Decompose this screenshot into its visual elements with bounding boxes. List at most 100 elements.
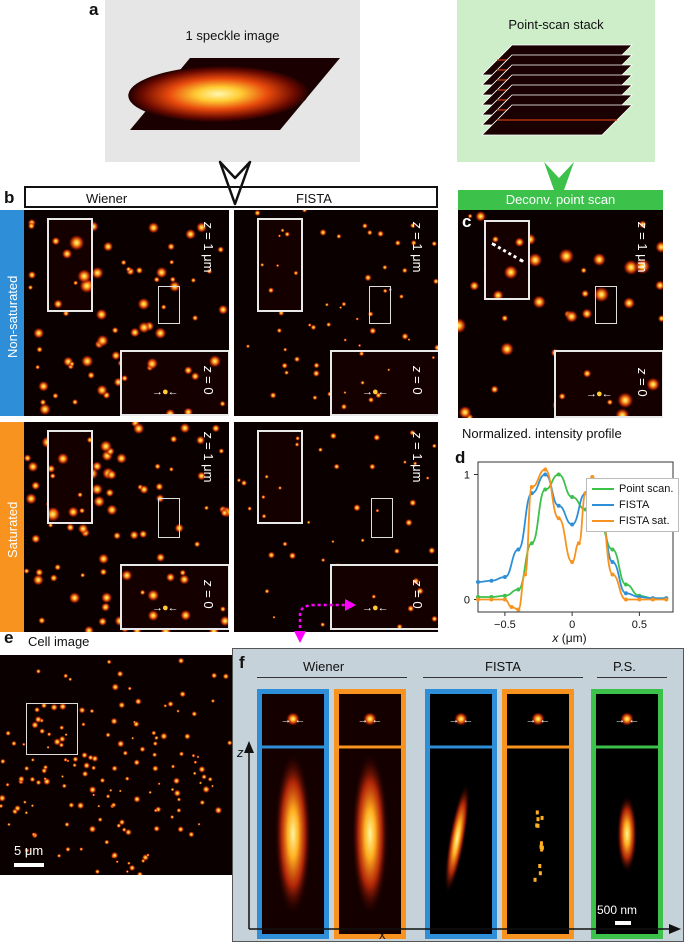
speckle-spot — [277, 234, 282, 238]
speckle-spot — [109, 788, 113, 793]
arrow-pair-icon: → ← — [280, 714, 305, 726]
speckle-spot — [317, 447, 324, 453]
speckle-spot — [312, 369, 320, 378]
speckle-spot — [33, 327, 45, 339]
speckle-spot — [160, 304, 167, 310]
speckle-spot — [61, 248, 73, 260]
roi-box — [26, 703, 78, 755]
speckle-spot — [68, 591, 81, 604]
zoom-inset-z0: →●← — [120, 564, 229, 630]
speckle-spot — [272, 615, 276, 619]
z-label-0: z = 0 — [635, 368, 650, 397]
speckle-spot — [31, 832, 36, 837]
speckle-spot — [190, 277, 197, 284]
speckle-spot — [87, 754, 94, 761]
speckle-spot — [163, 703, 168, 708]
speckle-spot — [61, 783, 67, 789]
speckle-spot — [49, 472, 56, 480]
speckle-spot — [368, 463, 376, 471]
speckle-spot — [581, 289, 590, 298]
z-label-1: z = 1 μm — [410, 222, 425, 273]
speckle-spot — [371, 594, 377, 600]
scale-bar — [615, 921, 631, 925]
series-point — [529, 541, 534, 546]
speckle-spot — [301, 210, 308, 213]
speckle-spot — [343, 338, 347, 342]
speckle-spot — [49, 574, 58, 583]
panel-f: f Wiener FISTA P.S. → ← → ← → ← → ← → ← 500 … — [232, 648, 684, 942]
speckle-spot — [17, 775, 25, 783]
speckle-spot — [281, 362, 288, 369]
speckle-spot — [160, 732, 168, 741]
speckle-spot — [387, 368, 391, 372]
speckle-spot — [131, 736, 135, 740]
speckle-spot — [169, 276, 176, 283]
speckle-spot — [53, 299, 63, 309]
speckle-spot — [111, 765, 118, 772]
speckle-spot — [432, 278, 438, 285]
zoom-inset-z0: →●← — [120, 350, 229, 416]
speckle-spot — [167, 700, 174, 708]
series-point — [489, 578, 494, 583]
speckle-spot — [138, 529, 148, 539]
speckle-spot — [491, 235, 500, 244]
speckle-spot — [188, 831, 195, 838]
speckle-spot — [97, 553, 110, 565]
speckle-spot — [97, 804, 101, 808]
speckle-spot — [267, 287, 275, 294]
speckle-spot — [361, 222, 368, 229]
speckle-spot — [127, 861, 131, 866]
speckle-spot — [360, 380, 365, 386]
speckle-spot — [293, 270, 299, 276]
speckle-spot — [88, 825, 97, 833]
speckle-spot — [65, 846, 71, 853]
speckle-spot — [532, 295, 547, 309]
speckle-spot — [139, 484, 149, 495]
speckle-spot — [118, 789, 122, 793]
speckle-spot — [458, 405, 472, 418]
xz-axes-icon — [244, 741, 681, 934]
axis-label-z: z — [237, 745, 244, 760]
speckle-spot — [336, 233, 342, 240]
speckle-spot — [284, 370, 290, 376]
series-point — [610, 572, 615, 577]
speckle-spot — [458, 317, 467, 334]
speckle-spot — [280, 228, 285, 233]
speckle-spot — [431, 443, 437, 449]
speckle-spot — [191, 314, 199, 322]
speckle-spot — [30, 803, 35, 808]
speckle-spot — [72, 762, 77, 768]
speckle-spot — [294, 442, 300, 447]
xz-psf — [444, 784, 470, 893]
speckle-spot — [91, 266, 104, 280]
xz-psf — [535, 810, 539, 815]
speckle-spot — [111, 326, 119, 334]
speckle-spot — [179, 609, 192, 621]
speckle-spot — [210, 698, 216, 704]
series-point — [664, 597, 669, 602]
speckle-spot — [35, 668, 42, 674]
zoom-inset-z0: →●← — [330, 350, 438, 416]
speckle-spot — [236, 477, 242, 483]
speckle-spot — [71, 398, 79, 406]
speckle-spot — [25, 492, 38, 505]
speckle-spot — [58, 742, 65, 748]
speckle-spot — [655, 240, 663, 254]
speckle-spot — [135, 266, 144, 275]
series-point — [576, 541, 581, 546]
speckle-spot — [81, 751, 88, 759]
speckle-spot — [22, 742, 26, 747]
xz-psf — [275, 754, 311, 914]
series-point — [509, 605, 514, 609]
speckle-spot — [357, 343, 362, 348]
speckle-spot — [66, 523, 75, 532]
col-header-wiener: Wiener — [86, 191, 128, 206]
scale-bar-label: 500 nm — [597, 903, 638, 917]
panel-letter-e: e — [4, 628, 14, 647]
speckle-spot — [324, 302, 329, 307]
zoom-inset-z1 — [257, 430, 303, 524]
speckle-spot — [326, 321, 332, 328]
speckle-spot — [404, 518, 413, 527]
speckle-spot — [217, 304, 229, 315]
micrograph-fista-sat: →●← — [234, 422, 438, 632]
